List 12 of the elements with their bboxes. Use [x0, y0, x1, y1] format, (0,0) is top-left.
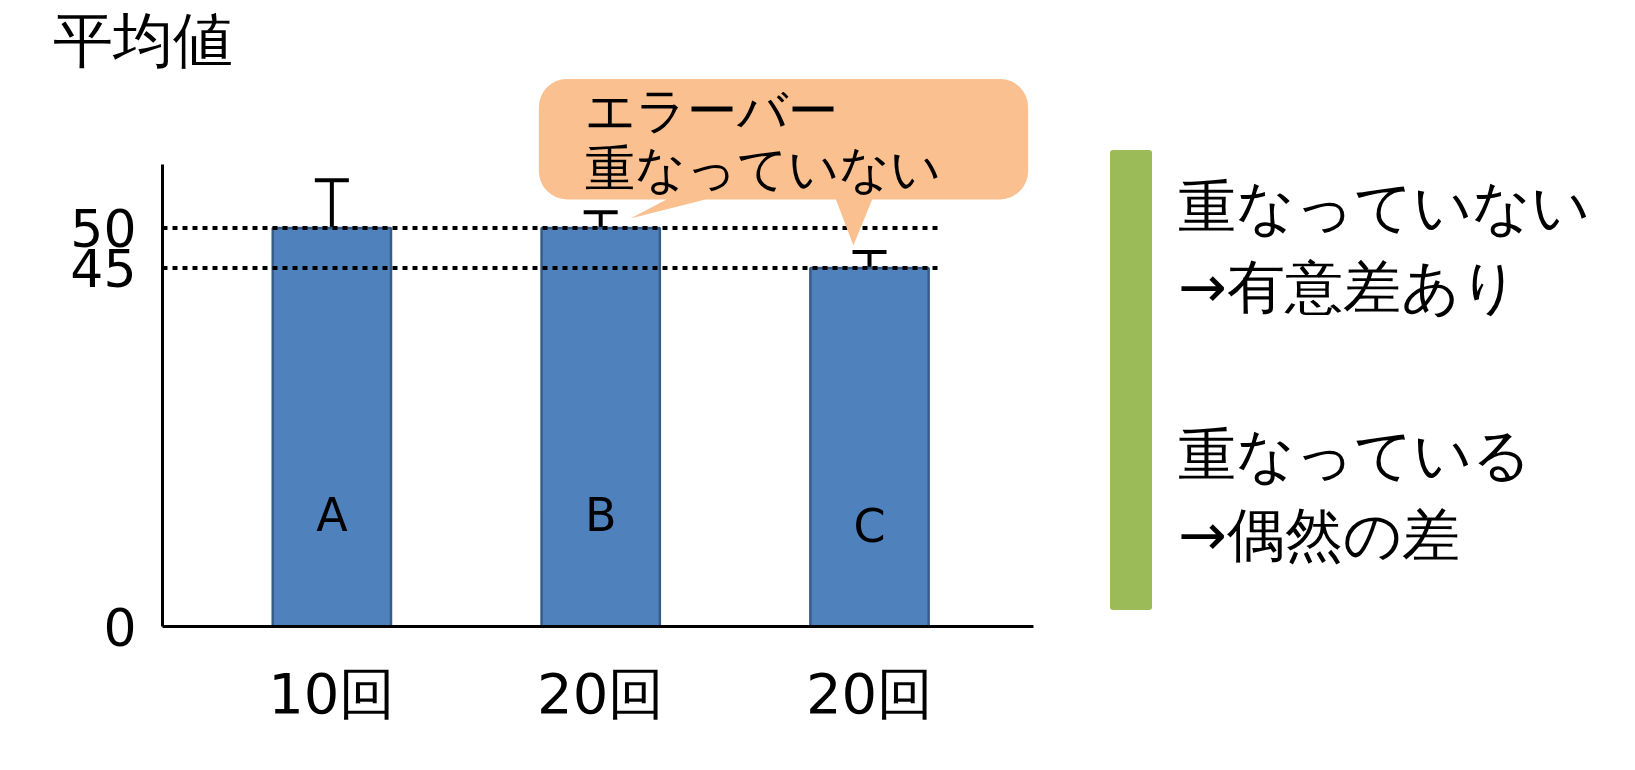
x-tick-label: 20回	[537, 660, 665, 726]
data-label: A	[316, 487, 349, 542]
annotation: 重なっていない	[584, 139, 941, 198]
y-axis-title: 平均値	[52, 4, 233, 75]
x-tick-label: 20回	[805, 660, 934, 726]
data-label: C	[853, 499, 886, 554]
x-tick-label: 10回	[268, 660, 396, 726]
text: 重なっている →偶然の差	[1178, 420, 1531, 571]
text: エラーバー	[584, 81, 838, 140]
y-tick-label: 0	[103, 597, 137, 658]
data-label: B	[584, 487, 617, 542]
text: 重なっていない →有意差あり	[1178, 172, 1590, 323]
